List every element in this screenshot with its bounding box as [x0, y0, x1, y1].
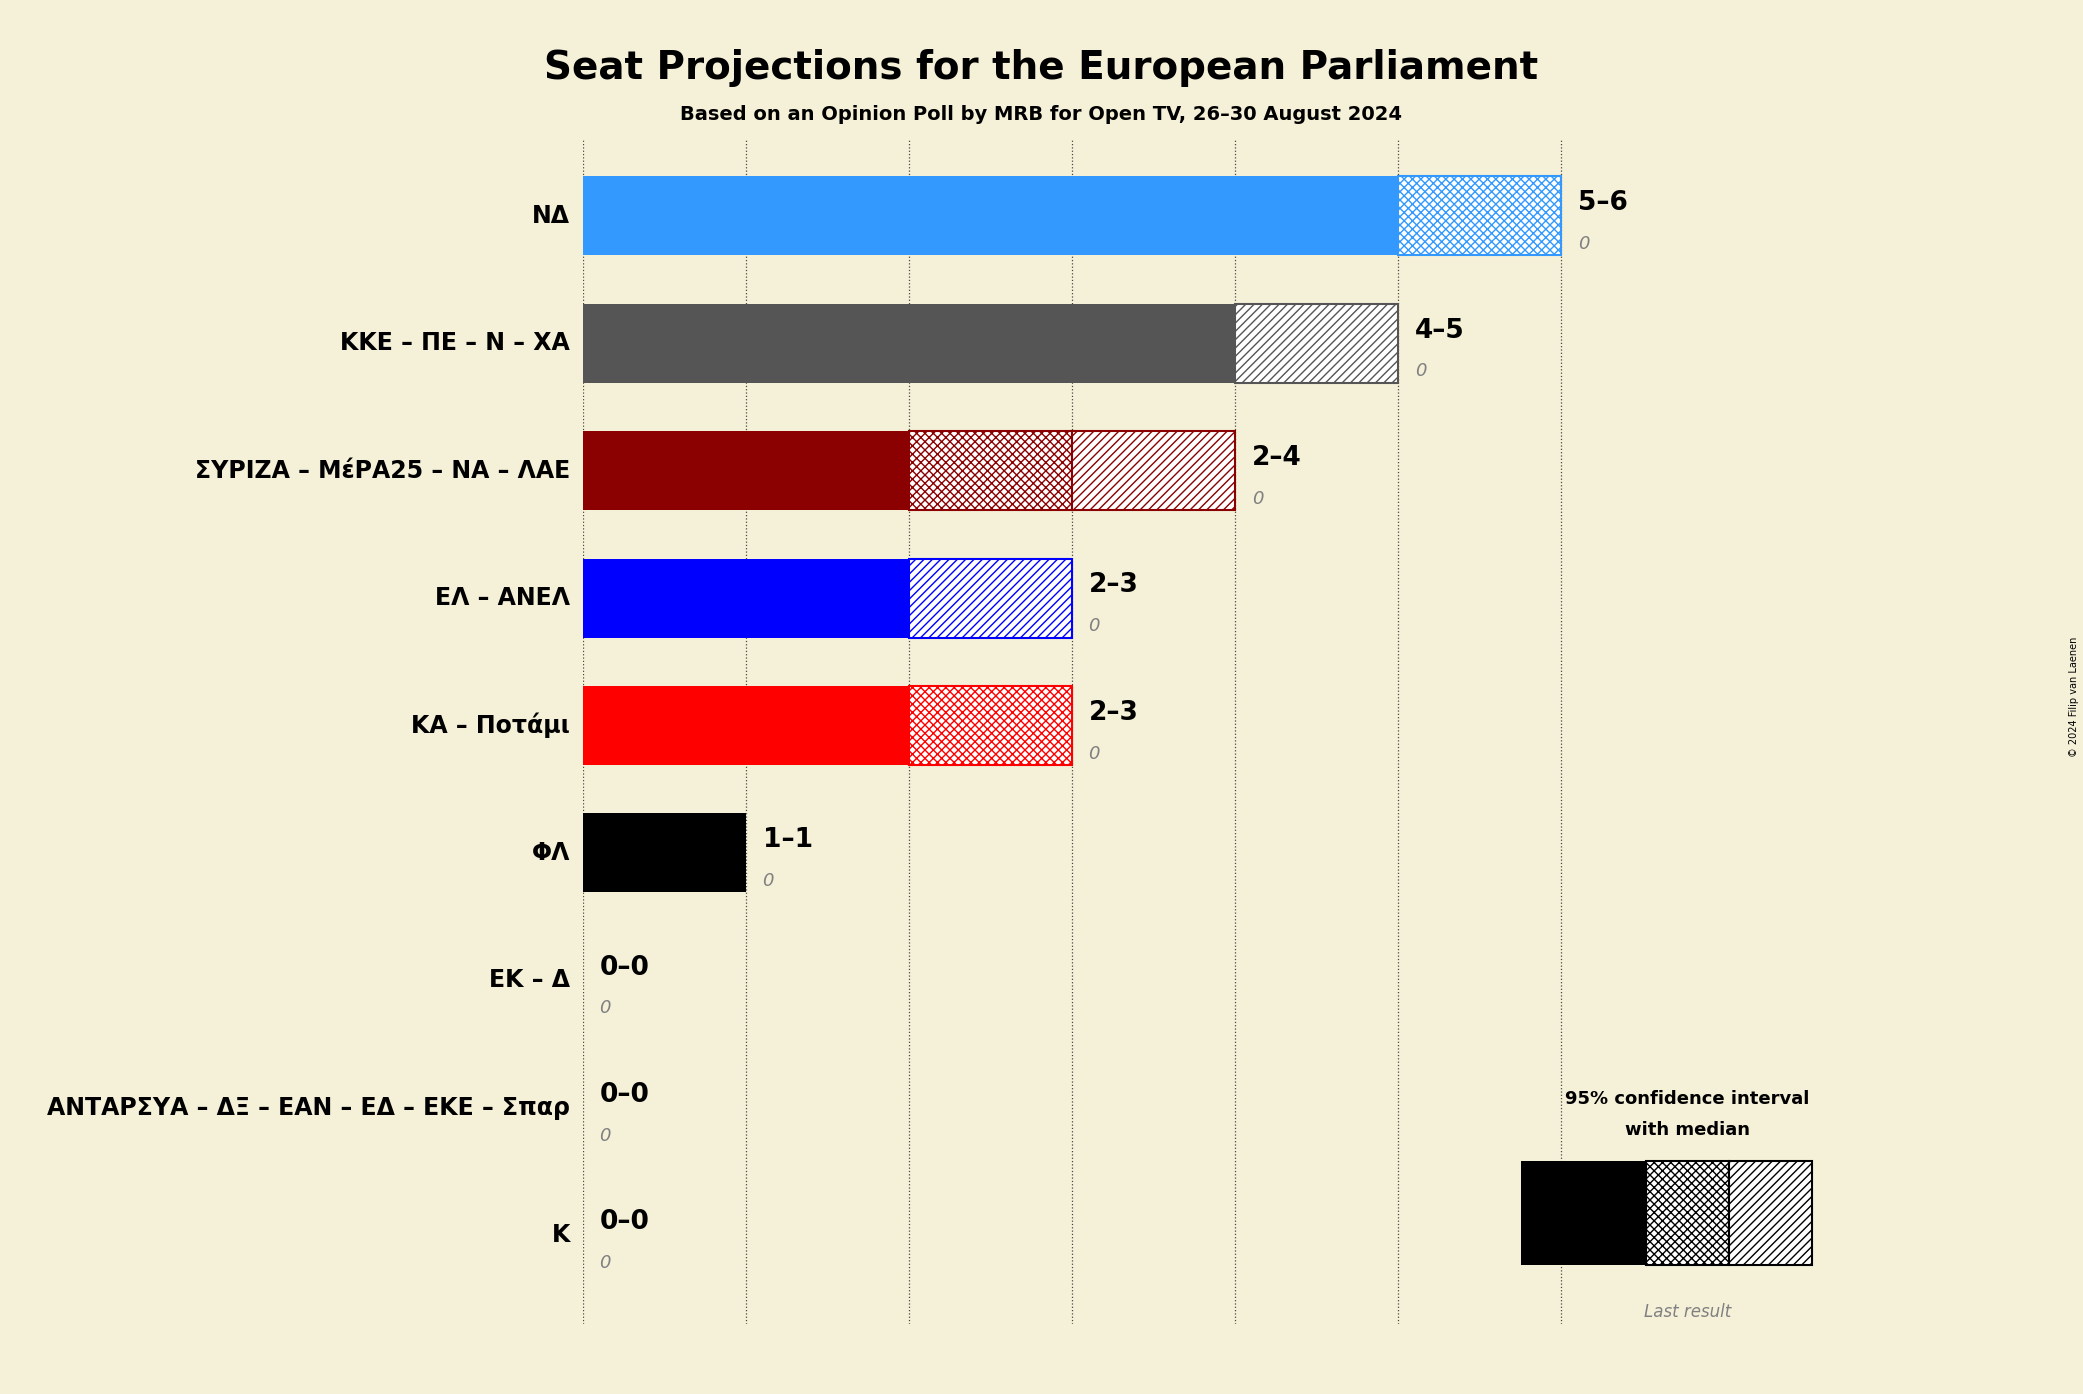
- Bar: [910, 559, 1073, 637]
- Bar: [583, 686, 910, 765]
- Text: Seat Projections for the European Parliament: Seat Projections for the European Parlia…: [544, 49, 1539, 86]
- Bar: [1073, 431, 1235, 510]
- Text: 2–3: 2–3: [1089, 573, 1139, 598]
- Text: 0: 0: [600, 1126, 610, 1144]
- Text: ΕΛ – ΑΝΕΛ: ΕΛ – ΑΝΕΛ: [435, 585, 571, 611]
- Text: 0–0: 0–0: [600, 1210, 650, 1235]
- Text: 0: 0: [1089, 744, 1100, 763]
- Text: © 2024 Filip van Laenen: © 2024 Filip van Laenen: [2068, 637, 2079, 757]
- Bar: [1521, 1160, 1646, 1266]
- Text: 0: 0: [1577, 234, 1589, 252]
- Text: 0: 0: [600, 1255, 610, 1273]
- Text: ΦΛ: ΦΛ: [531, 841, 571, 864]
- Bar: [1646, 1160, 1729, 1266]
- Text: Κ: Κ: [552, 1223, 571, 1248]
- Text: with median: with median: [1625, 1121, 1750, 1139]
- Text: ΚΚΕ – ΠΕ – Ν – ΧΑ: ΚΚΕ – ΠΕ – Ν – ΧΑ: [340, 332, 571, 355]
- Text: 2–4: 2–4: [1252, 445, 1302, 471]
- Text: Last result: Last result: [1643, 1303, 1731, 1322]
- Text: 0–0: 0–0: [600, 1082, 650, 1108]
- Text: 95% confidence interval: 95% confidence interval: [1564, 1090, 1810, 1108]
- Bar: [583, 177, 1398, 255]
- Text: 0: 0: [1252, 489, 1262, 507]
- Text: ΚΑ – Ποτάμι: ΚΑ – Ποτάμι: [410, 712, 571, 739]
- Text: 2–3: 2–3: [1089, 700, 1139, 726]
- Text: 0: 0: [1089, 618, 1100, 636]
- Text: Based on an Opinion Poll by MRB for Open TV, 26–30 August 2024: Based on an Opinion Poll by MRB for Open…: [681, 105, 1402, 124]
- Bar: [1235, 304, 1398, 383]
- Text: 0: 0: [1414, 362, 1427, 381]
- Bar: [583, 559, 910, 637]
- Bar: [910, 686, 1073, 765]
- Text: ΝΔ: ΝΔ: [531, 204, 571, 227]
- Text: ΣΥΡΙΖΑ – ΜέΡΑ25 – ΝΑ – ΛΑΕ: ΣΥΡΙΖΑ – ΜέΡΑ25 – ΝΑ – ΛΑΕ: [196, 459, 571, 482]
- Bar: [583, 304, 1235, 383]
- Bar: [1729, 1160, 1812, 1266]
- Bar: [1398, 177, 1562, 255]
- Text: 4–5: 4–5: [1414, 318, 1464, 343]
- Text: 1–1: 1–1: [762, 827, 812, 853]
- Bar: [583, 431, 910, 510]
- Text: ΑΝΤΑΡΣΥΑ – ΔΞ – ΕΑΝ – ΕΔ – ΕΚΕ – Σπαρ: ΑΝΤΑΡΣΥΑ – ΔΞ – ΕΑΝ – ΕΔ – ΕΚΕ – Σπαρ: [48, 1096, 571, 1119]
- Text: 0–0: 0–0: [600, 955, 650, 980]
- Text: 0: 0: [762, 871, 775, 889]
- Text: ΕΚ – Δ: ΕΚ – Δ: [490, 969, 571, 993]
- Bar: [910, 431, 1073, 510]
- Text: 0: 0: [600, 999, 610, 1018]
- Bar: [583, 813, 746, 892]
- Text: 5–6: 5–6: [1577, 190, 1627, 216]
